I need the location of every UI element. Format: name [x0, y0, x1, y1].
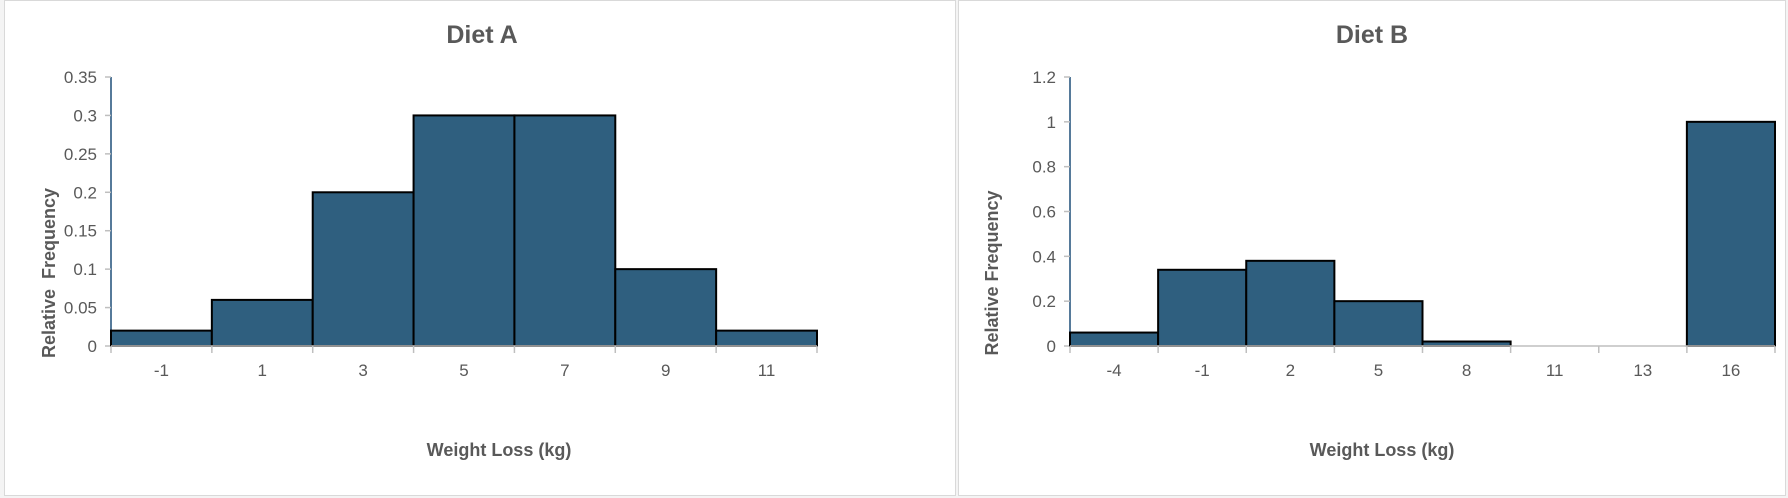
histogram-bar	[210, 298, 314, 347]
y-tick-label: 0	[1047, 337, 1056, 356]
x-tick-label: 13	[1633, 361, 1652, 380]
y-tick-label: 0.3	[73, 106, 97, 125]
y-tick-label: 0.6	[1032, 203, 1056, 222]
chart-title: Diet A	[446, 21, 517, 49]
x-tick-label: 1	[258, 361, 267, 380]
y-tick-label: 0.15	[64, 222, 97, 241]
x-tick-label: 5	[1374, 361, 1383, 380]
x-tick-label: -1	[1195, 361, 1210, 380]
chart-diet-a[interactable]: Diet A Relative Frequency Weight Loss (k…	[4, 0, 956, 496]
y-tick-label: 0.4	[1032, 247, 1056, 266]
x-tick-label: 7	[560, 361, 569, 380]
y-tick-label: 0.25	[64, 145, 97, 164]
x-tick-label: 9	[661, 361, 670, 380]
x-tick-label: 3	[358, 361, 367, 380]
chart-diet-b-svg: Diet B Relative Frequency Weight Loss (k…	[982, 21, 1776, 460]
y-tick-label: 0.05	[64, 299, 97, 318]
y-tick-label: 0	[88, 337, 97, 356]
y-axis-title: Relative Frequency	[982, 190, 1002, 355]
x-axis-title: Weight Loss (kg)	[1310, 440, 1455, 460]
histogram-bar	[311, 191, 415, 347]
y-axis-title: Relative Frequency	[39, 188, 59, 358]
histogram-bar	[715, 329, 819, 347]
histogram-bar	[1157, 268, 1248, 347]
histogram-bar	[110, 329, 213, 347]
y-tick-label: 0.2	[73, 183, 97, 202]
plot-area: 0 0.2 0.4 0.6 0.8 1 1.2 -4 -1 2 5 8 11 13 16	[1032, 68, 1776, 380]
x-tick-label: 11	[758, 361, 776, 380]
y-tick-label: 0.8	[1032, 158, 1056, 177]
plot-area: 0 0.05 0.1 0.15 0.2 0.25 0.3 0.35 -1 1 3 5 7 9 11	[64, 68, 819, 380]
histogram-bar	[412, 114, 516, 347]
chart-diet-b[interactable]: Diet B Relative Frequency Weight Loss (k…	[958, 0, 1786, 496]
x-tick-label: 11	[1546, 361, 1564, 380]
chart-diet-a-svg: Diet A Relative Frequency Weight Loss (k…	[39, 21, 819, 460]
histogram-bar	[1069, 331, 1160, 347]
x-tick-label: -1	[154, 361, 169, 380]
x-axis-title: Weight Loss (kg)	[427, 440, 572, 460]
histogram-bar	[513, 114, 617, 347]
x-tick-label: -4	[1107, 361, 1122, 380]
y-tick-label: 1.2	[1032, 68, 1056, 87]
y-tick-label: 0.1	[73, 260, 97, 279]
x-tick-label: 8	[1462, 361, 1471, 380]
histogram-bar	[1245, 259, 1336, 348]
histogram-bar	[1333, 300, 1424, 347]
y-tick-label: 0.2	[1032, 292, 1056, 311]
x-tick-label: 16	[1721, 361, 1740, 380]
x-tick-label: 5	[459, 361, 468, 380]
histogram-bar	[1685, 120, 1776, 348]
chart-title: Diet B	[1336, 21, 1408, 49]
y-tick-label: 1	[1047, 113, 1056, 132]
y-tick-label: 0.35	[64, 68, 97, 87]
histogram-bar	[614, 268, 718, 347]
x-tick-label: 2	[1286, 361, 1295, 380]
